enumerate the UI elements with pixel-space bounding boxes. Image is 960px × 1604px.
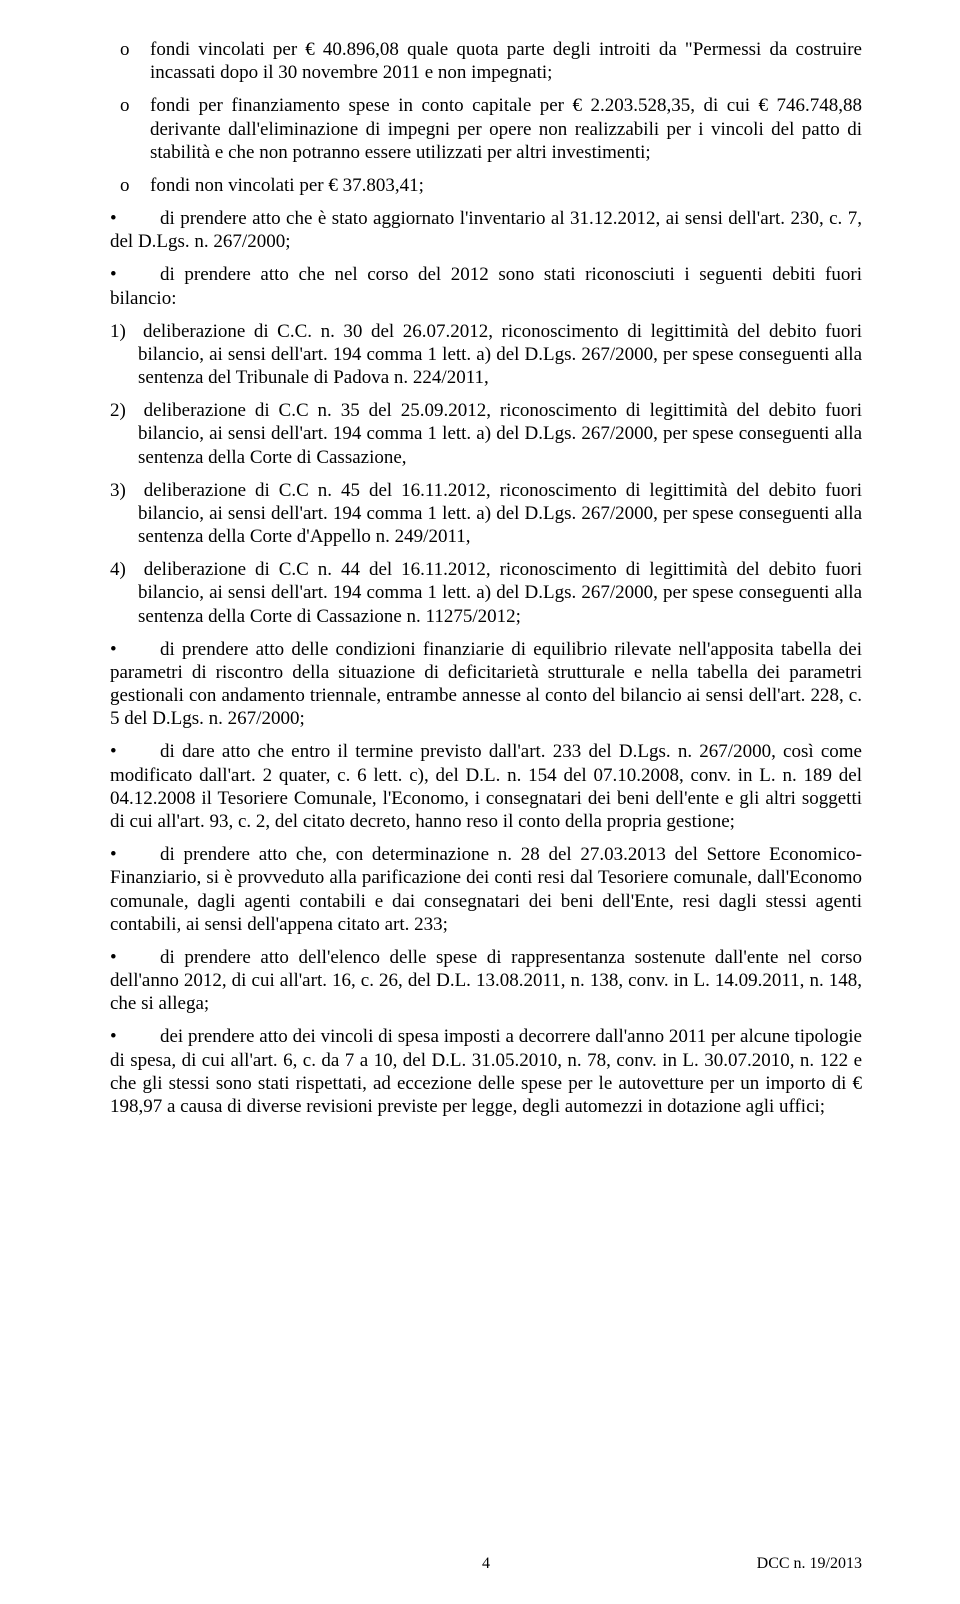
bullet-icon: • [110,638,160,661]
text: di prendere atto che, con determinazione… [110,844,862,935]
text: deliberazione di C.C n. 35 del 25.09.201… [138,400,862,467]
numbered-item-2: 2) deliberazione di C.C n. 35 del 25.09.… [110,399,862,469]
circle-bullet-icon: o [120,174,150,197]
text: deliberazione di C.C. n. 30 del 26.07.20… [138,321,862,388]
bullet-item: •di prendere atto dell'elenco delle spes… [110,946,862,1016]
text: fondi per finanziamento spese in conto c… [150,95,862,162]
text: di prendere atto dell'elenco delle spese… [110,947,862,1014]
text: fondi non vincolati per € 37.803,41; [150,175,424,196]
bullet-icon: • [110,263,160,286]
bullet-item: •dei prendere atto dei vincoli di spesa … [110,1025,862,1118]
circle-bullet-icon: o [120,38,150,61]
bullet-icon: • [110,843,160,866]
bullet-icon: • [110,740,160,763]
footer-page-number: 4 [110,1554,862,1574]
bullet-item: •di prendere atto che, con determinazion… [110,843,862,936]
bullet-item: •di dare atto che entro il termine previ… [110,740,862,833]
bullet-icon: • [110,207,160,230]
document-page: ofondi vincolati per € 40.896,08 quale q… [0,0,960,1604]
text: fondi vincolati per € 40.896,08 quale qu… [150,39,862,83]
sub-bullet-2: ofondi per finanziamento spese in conto … [150,94,862,164]
bullet-icon: • [110,1025,160,1048]
text: di prendere atto che è stato aggiornato … [110,208,862,252]
bullet-item: •di prendere atto che nel corso del 2012… [110,263,862,309]
text: di dare atto che entro il termine previs… [110,741,862,832]
text: di prendere atto che nel corso del 2012 … [110,264,862,308]
numbered-item-1: 1) deliberazione di C.C. n. 30 del 26.07… [110,320,862,390]
sub-bullet-1: ofondi vincolati per € 40.896,08 quale q… [150,38,862,84]
text: di prendere atto delle condizioni finanz… [110,639,862,730]
bullet-item: •di prendere atto che è stato aggiornato… [110,207,862,253]
text: deliberazione di C.C n. 44 del 16.11.201… [138,559,862,626]
numbered-item-3: 3) deliberazione di C.C n. 45 del 16.11.… [110,479,862,549]
sub-bullet-3: ofondi non vincolati per € 37.803,41; [150,174,862,197]
text: dei prendere atto dei vincoli di spesa i… [110,1026,862,1117]
text: deliberazione di C.C n. 45 del 16.11.201… [138,480,862,547]
circle-bullet-icon: o [120,94,150,117]
numbered-item-4: 4) deliberazione di C.C n. 44 del 16.11.… [110,558,862,628]
bullet-icon: • [110,946,160,969]
page-footer: 4 DCC n. 19/2013 [110,1554,862,1574]
bullet-item: •di prendere atto delle condizioni finan… [110,638,862,731]
